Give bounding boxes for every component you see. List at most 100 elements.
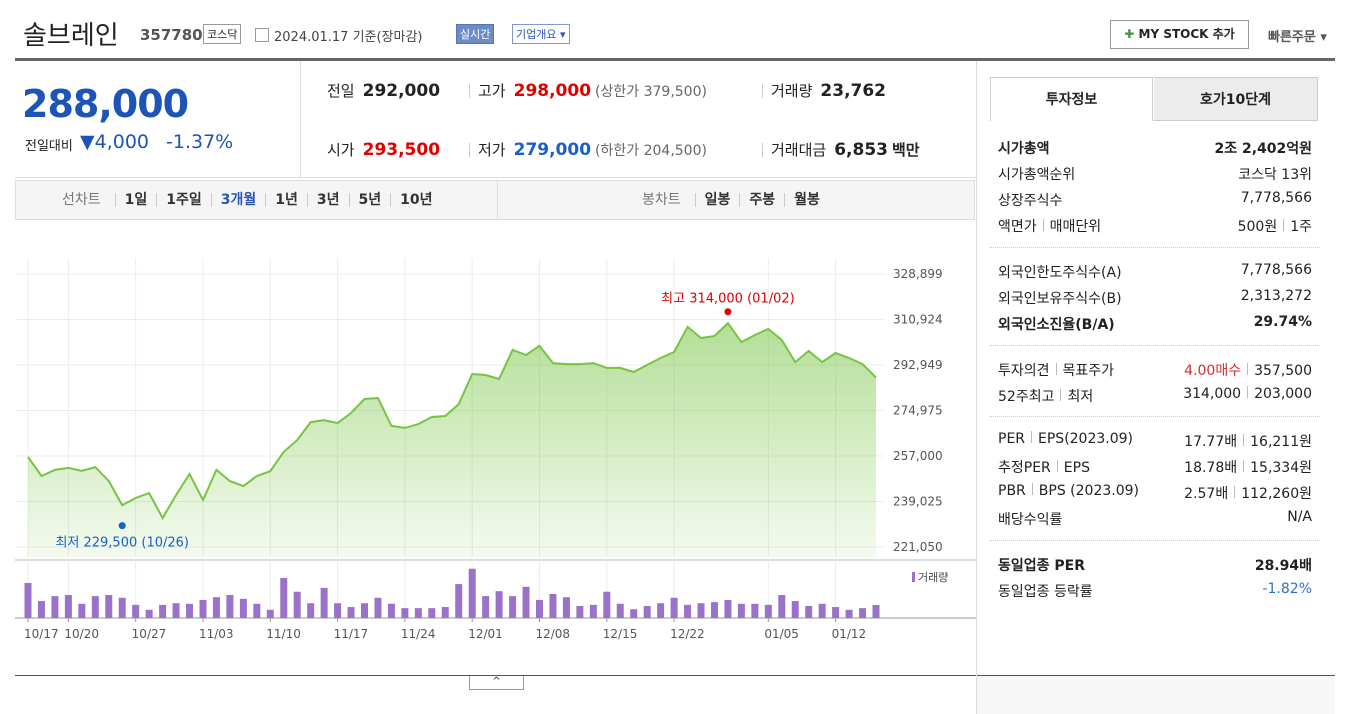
summary-item: 고가 298,000 (상한가 379,500) xyxy=(478,80,707,101)
volume-bar xyxy=(589,604,597,618)
legend-swatch xyxy=(912,572,915,582)
label-text: 액면가 xyxy=(998,219,1037,235)
label-text: 목표주가 xyxy=(1062,363,1115,379)
info-value: 28.94배 xyxy=(1255,555,1312,575)
volume-bar xyxy=(455,584,463,618)
volume-bar xyxy=(401,608,409,618)
y-tick-label: 328,899 xyxy=(893,267,943,281)
summary-value: 23,762 xyxy=(820,81,887,101)
summary-label: 고가 xyxy=(478,82,506,100)
sidebar-tab[interactable]: 호가10단계 xyxy=(1154,77,1318,121)
info-label: 52주최고 최저 xyxy=(998,386,1093,406)
summary-extra: (하한가 204,500) xyxy=(595,143,707,159)
volume-bar xyxy=(91,596,99,618)
value-text: 2.57배 xyxy=(1184,486,1229,502)
summary-item: 시가 293,500 xyxy=(327,139,440,160)
market-badge: 코스닥 xyxy=(203,24,242,44)
value-text: 17.77배 xyxy=(1184,434,1238,450)
pipe xyxy=(1031,483,1033,495)
volume-bar xyxy=(387,603,395,618)
pipe xyxy=(1283,219,1285,231)
period-tab[interactable]: 10년 xyxy=(390,193,441,207)
period-tab[interactable]: 1주일 xyxy=(156,193,211,207)
info-label: PBR BPS (2023.09) xyxy=(998,483,1139,499)
volume-bar xyxy=(105,595,113,618)
label-text: EPS xyxy=(1063,460,1090,476)
summary-separator xyxy=(762,84,763,98)
summary-value: 292,000 xyxy=(362,81,441,101)
x-tick-label: 11/17 xyxy=(334,627,369,641)
volume-bar xyxy=(118,597,126,618)
y-tick-label: 239,025 xyxy=(893,494,943,508)
volume-bar xyxy=(186,603,194,618)
change-value: 4,000 xyxy=(94,131,150,153)
period-tab[interactable]: 일봉 xyxy=(694,193,740,207)
info-label: 배당수익률 xyxy=(998,509,1062,529)
sidebar-tab[interactable]: 투자정보 xyxy=(990,77,1153,121)
y-tick-label: 292,949 xyxy=(893,358,943,372)
period-tab[interactable]: 3년 xyxy=(306,193,349,207)
period-tab[interactable]: 주봉 xyxy=(739,193,784,207)
pipe xyxy=(1055,363,1057,375)
volume-bar xyxy=(845,609,853,618)
volume-bar xyxy=(603,591,611,618)
info-value: 7,778,566 xyxy=(1241,262,1312,278)
group-divider xyxy=(990,345,1320,346)
volume-bar xyxy=(778,595,786,618)
volume-bar xyxy=(266,609,274,618)
volume-bar xyxy=(51,596,59,618)
x-tick-label: 10/20 xyxy=(64,627,99,641)
volume-bar xyxy=(320,587,328,618)
volume-bar xyxy=(361,603,369,618)
label-text: 추정PER xyxy=(998,460,1051,476)
value-text: 7,778,566 xyxy=(1240,190,1312,206)
period-tab[interactable]: 5년 xyxy=(348,193,391,207)
period-tab[interactable]: 1일 xyxy=(114,193,157,207)
change-pct: -1.37% xyxy=(166,131,234,153)
collapse-button[interactable]: ^ xyxy=(469,676,524,690)
realtime-badge[interactable]: 실시간 xyxy=(456,24,495,44)
value-text: 16,211원 xyxy=(1250,434,1312,450)
volume-bar xyxy=(710,602,718,618)
x-tick-label: 10/27 xyxy=(132,627,167,641)
summary-unit: 백만 xyxy=(891,141,920,159)
info-label: 외국인한도주식수(A) xyxy=(998,262,1122,282)
label-text: EPS(2023.09) xyxy=(1038,431,1134,447)
label-text: 외국인보유주식수(B) xyxy=(998,291,1122,307)
summary-value: 6,853 xyxy=(834,140,888,160)
x-tick-label: 12/15 xyxy=(603,627,638,641)
pipe xyxy=(1234,486,1236,498)
info-value: -1.82% xyxy=(1262,581,1312,597)
volume-bar xyxy=(859,608,867,618)
period-tab[interactable]: 1년 xyxy=(265,193,307,207)
candle-tabs: 봉차트 일봉 주봉 월봉 xyxy=(642,193,829,207)
my-stock-button[interactable]: ✚ MY STOCK 추가 xyxy=(1110,20,1249,49)
annotation-marker xyxy=(118,522,126,530)
quick-order[interactable]: 빠른주문 ▾ xyxy=(1268,30,1327,45)
x-tick-label: 11/24 xyxy=(401,627,436,641)
volume-bar xyxy=(199,599,207,618)
value-text: 7,778,566 xyxy=(1240,262,1312,278)
summary-extra: (상한가 379,500) xyxy=(595,84,707,100)
label-text: 시가총액 xyxy=(998,141,1050,157)
info-label: 시가총액 xyxy=(998,138,1050,158)
company-info[interactable]: 기업개요 ▾ xyxy=(512,24,570,44)
pipe xyxy=(1247,386,1249,398)
label-text: 52주최고 xyxy=(998,389,1055,405)
volume-bar xyxy=(280,578,288,618)
value-text: 500원 xyxy=(1237,219,1278,235)
period-tab[interactable]: 월봉 xyxy=(784,193,829,207)
value-text: -1.82% xyxy=(1262,581,1312,597)
value-text: 코스닥 13위 xyxy=(1238,167,1312,183)
label-text: BPS (2023.09) xyxy=(1038,483,1139,499)
summary-label: 시가 xyxy=(327,141,355,159)
info-label: 상장주식수 xyxy=(998,190,1062,210)
info-value: 18.78배 15,334원 xyxy=(1184,457,1312,477)
volume-bar xyxy=(24,582,32,618)
period-tab[interactable]: 3개월 xyxy=(210,193,266,207)
volume-bar xyxy=(535,599,543,618)
x-tick-label: 01/12 xyxy=(832,627,867,641)
info-label: 외국인소진율(B/A) xyxy=(998,314,1115,334)
value-text: N/A xyxy=(1287,509,1312,525)
info-value: 코스닥 13위 xyxy=(1238,164,1312,184)
